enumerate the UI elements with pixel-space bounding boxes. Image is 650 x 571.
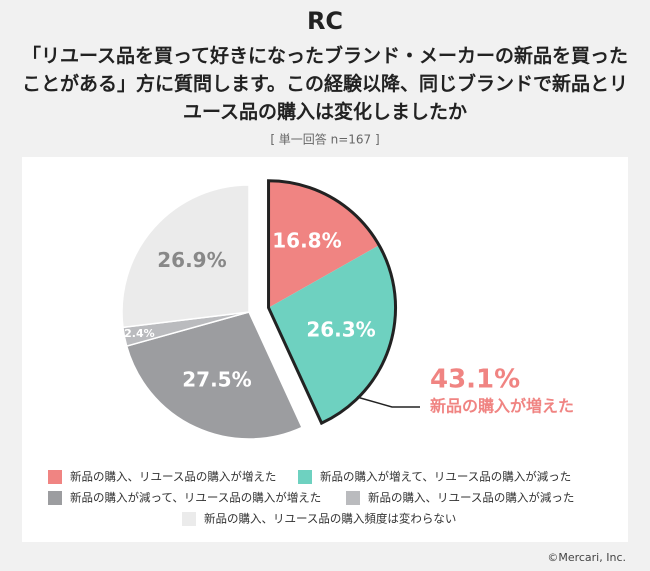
- value-label: 2.4%: [124, 327, 155, 340]
- legend-swatch: [182, 512, 196, 526]
- pie-slice: [268, 245, 396, 424]
- subtitle: [ 単一回答 n=167 ]: [270, 132, 379, 147]
- legend-label: 新品の購入、リユース品の購入が増えた: [70, 470, 276, 484]
- legend-swatch: [48, 491, 62, 505]
- pie-slice: [121, 184, 250, 329]
- value-label: 16.8%: [272, 228, 341, 252]
- value-label: 26.3%: [306, 318, 375, 342]
- chart-title: 「リユース品を買って好きになったブランド・メーカーの新品を買ったことがある」方に…: [21, 45, 629, 123]
- value-label: 27.5%: [182, 368, 251, 392]
- legend-swatch: [298, 470, 312, 484]
- legend-label: 新品の購入、リユース品の購入頻度は変わらない: [204, 512, 456, 526]
- callout-line: [356, 396, 420, 408]
- legend-label: 新品の購入、リユース品の購入が減った: [368, 491, 574, 505]
- legend-swatch: [48, 470, 62, 484]
- legend-swatch: [346, 491, 360, 505]
- footer: ©Mercari, Inc.: [547, 551, 626, 564]
- value-label: 26.9%: [157, 248, 226, 272]
- annotation-value: 43.1%: [430, 365, 520, 395]
- legend-label: 新品の購入が増えて、リユース品の購入が減った: [320, 470, 571, 484]
- annotation-text: 新品の購入が増えた: [430, 397, 574, 416]
- legend-label: 新品の購入が減って、リユース品の購入が増えた: [70, 491, 321, 505]
- pie-slice: [125, 311, 304, 440]
- logo: RC: [307, 7, 343, 35]
